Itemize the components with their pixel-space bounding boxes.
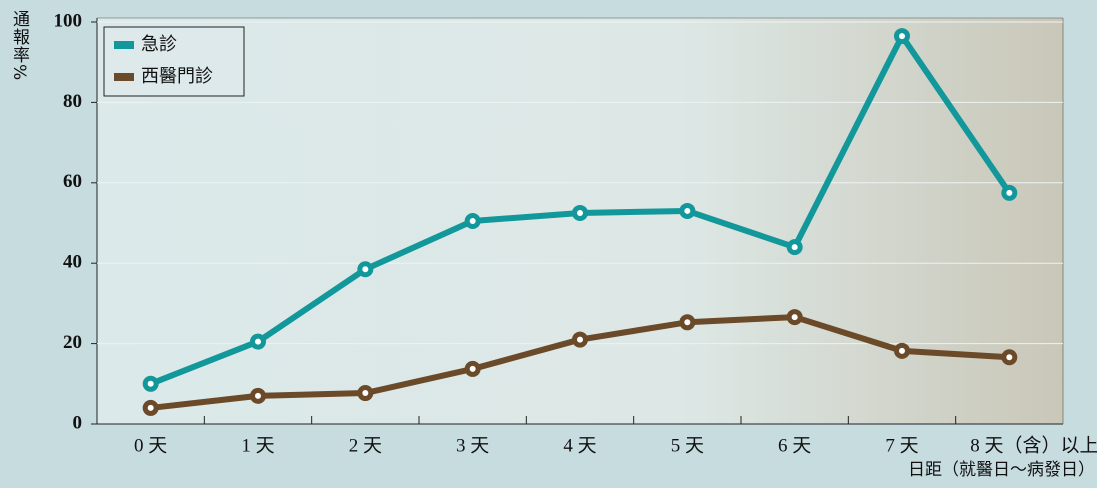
x-axis-label: 日距（就醫日～病發日） <box>908 460 1095 480</box>
y-tick-label: 60 <box>63 171 82 192</box>
x-tick-label: 5 天 <box>671 435 704 456</box>
x-tick-label: 0 天 <box>134 435 167 456</box>
point-center <box>899 347 905 354</box>
x-tick-label: 2 天 <box>349 435 382 456</box>
y-axis-label: 通報率% <box>9 10 29 82</box>
y-tick-label: 20 <box>63 332 82 353</box>
point-center <box>255 392 261 399</box>
point-center <box>899 33 905 40</box>
point-center <box>147 404 154 411</box>
y-tick-label: 80 <box>63 91 82 112</box>
x-tick-label: 7 天 <box>885 435 918 456</box>
point-center <box>684 319 691 326</box>
point-center <box>469 365 476 372</box>
point-center <box>791 314 798 321</box>
point-center <box>147 380 154 387</box>
point-center <box>577 336 583 343</box>
point-center <box>1006 189 1013 196</box>
point-center <box>362 266 369 273</box>
point-center <box>791 244 798 251</box>
point-center <box>684 207 691 214</box>
legend-label: 西醫門診 <box>141 66 213 87</box>
y-tick-label: 0 <box>73 412 83 433</box>
legend-swatch <box>114 73 134 81</box>
point-center <box>362 390 369 397</box>
legend-label: 急診 <box>141 34 177 55</box>
legend-box <box>103 26 245 97</box>
point-center <box>255 338 261 345</box>
legend-swatch <box>114 41 134 49</box>
point-center <box>577 209 583 216</box>
x-tick-label: 3 天 <box>456 435 489 456</box>
y-tick-label: 100 <box>54 10 83 31</box>
point-center <box>469 217 476 224</box>
point-center <box>1006 354 1013 361</box>
x-tick-label: 4 天 <box>563 435 596 456</box>
x-tick-label: 8 天（含）以上 <box>970 434 1097 456</box>
y-tick-label: 40 <box>63 252 82 273</box>
x-tick-label: 1 天 <box>241 435 274 456</box>
x-tick-label: 6 天 <box>778 435 811 456</box>
